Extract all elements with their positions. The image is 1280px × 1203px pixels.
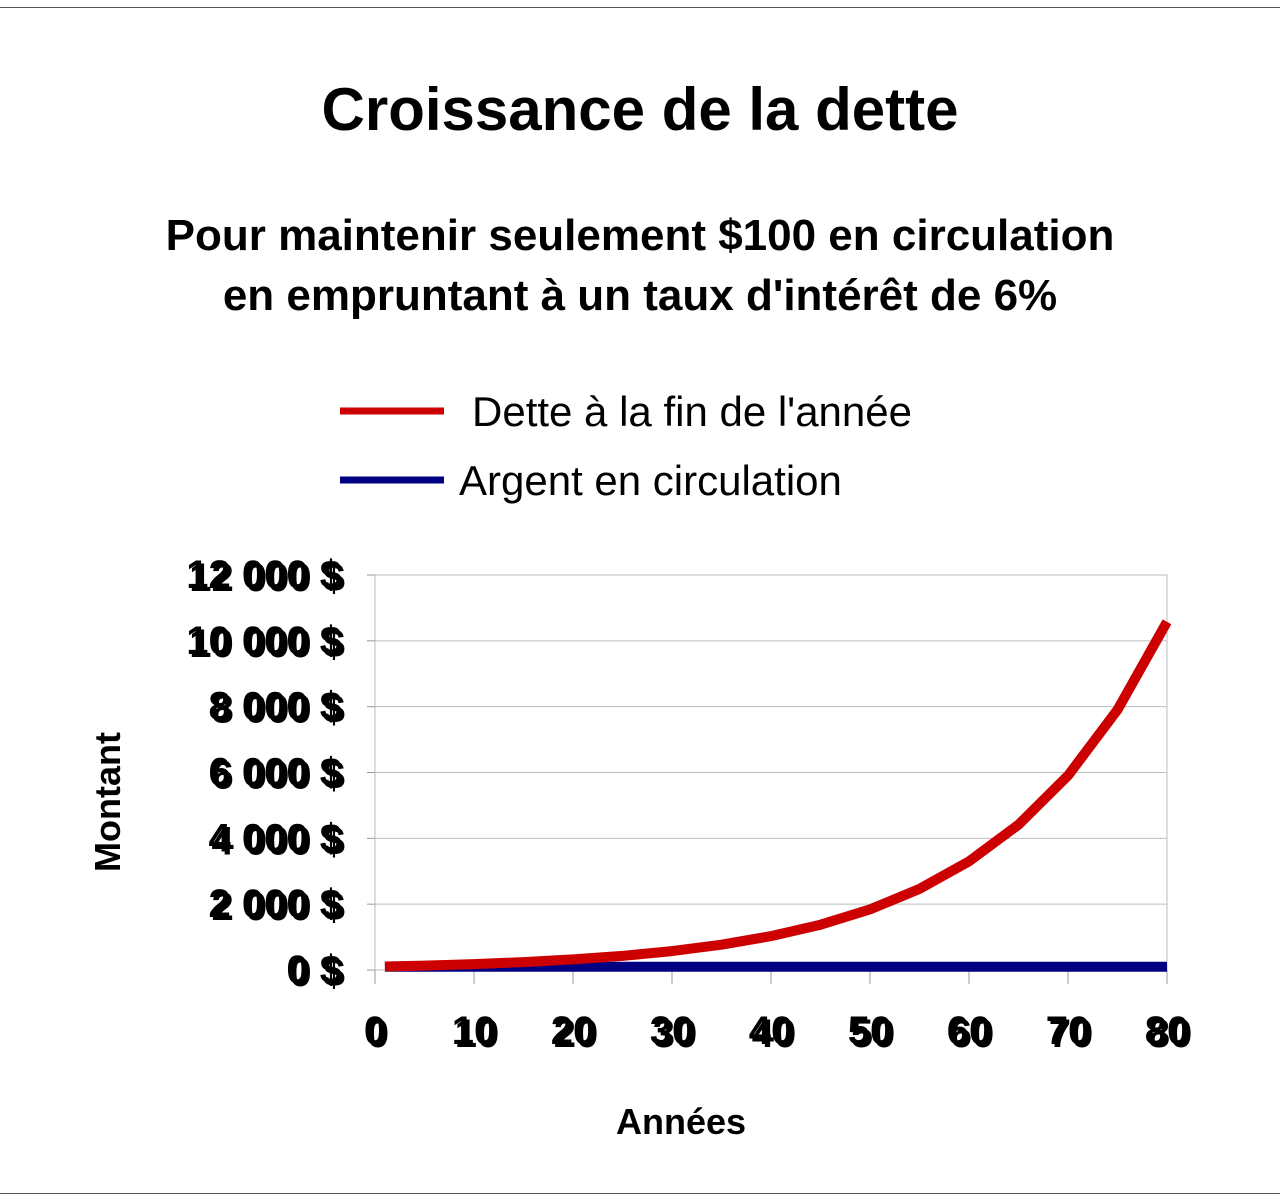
x-tick-label: 60 <box>947 1009 992 1053</box>
y-tick-label: 6 000 $ <box>209 751 342 795</box>
x-tick-label: 80 <box>1145 1009 1190 1053</box>
x-tick-label: 20 <box>551 1009 596 1053</box>
chart-subtitle: Pour maintenir seulement $100 en circula… <box>0 206 1280 326</box>
y-tick-label: 10 000 $ <box>186 619 342 663</box>
legend-label-1: Dette à la fin de l'année <box>472 388 912 435</box>
x-tick-label-shadow: 60 <box>950 1012 995 1056</box>
x-tick-label-shadow: 30 <box>653 1012 698 1056</box>
x-tick-label-shadow: 20 <box>554 1012 599 1056</box>
y-tick-labels: 0 $0 $2 000 $2 000 $4 000 $4 000 $6 000 … <box>186 553 345 995</box>
y-tick-label-shadow: 10 000 $ <box>189 622 345 666</box>
series-line-1 <box>384 619 1172 972</box>
x-tick-label-shadow: 40 <box>752 1012 797 1056</box>
y-tick-label-shadow: 12 000 $ <box>189 556 345 600</box>
subtitle-line-2: en empruntant à un taux d'intérêt de 6% <box>222 271 1058 320</box>
gridlines <box>375 640 1167 905</box>
axes <box>367 574 1168 984</box>
legend-label-2: Argent en circulation <box>459 457 842 504</box>
y-tick-label: 2 000 $ <box>209 882 342 926</box>
y-tick-label-shadow: 2 000 $ <box>212 885 345 929</box>
bottom-rule <box>0 1193 1280 1194</box>
x-tick-label-shadow: 10 <box>455 1012 500 1056</box>
x-tick-label: 0 <box>364 1009 386 1053</box>
y-tick-label-shadow: 0 $ <box>289 951 345 995</box>
legend: Dette à la fin de l'année Argent en circu… <box>340 388 912 504</box>
x-tick-label: 30 <box>650 1009 695 1053</box>
y-axis-title: Montant <box>87 732 128 872</box>
x-tick-label-shadow: 80 <box>1148 1012 1193 1056</box>
y-tick-label-shadow: 4 000 $ <box>212 819 345 863</box>
y-tick-label-shadow: 8 000 $ <box>212 688 345 732</box>
x-axis-title: Années <box>616 1101 746 1142</box>
y-tick-label: 12 000 $ <box>186 553 342 597</box>
x-tick-label: 70 <box>1046 1009 1091 1053</box>
x-tick-label: 50 <box>848 1009 893 1053</box>
y-tick-label: 0 $ <box>286 948 342 992</box>
y-tick-label: 4 000 $ <box>209 816 342 860</box>
x-tick-label: 10 <box>452 1009 497 1053</box>
x-tick-label-shadow: 50 <box>851 1012 896 1056</box>
x-tick-label-shadow: 70 <box>1049 1012 1094 1056</box>
series-lines <box>384 619 1172 972</box>
subtitle-line-1: Pour maintenir seulement $100 en circula… <box>165 211 1115 260</box>
chart-title: Croissance de la dette <box>321 76 959 143</box>
y-tick-label: 8 000 $ <box>209 685 342 729</box>
top-rule <box>0 7 1280 8</box>
x-tick-label: 40 <box>749 1009 794 1053</box>
y-tick-label-shadow: 6 000 $ <box>212 754 345 798</box>
x-tick-label-shadow: 0 <box>367 1012 389 1056</box>
